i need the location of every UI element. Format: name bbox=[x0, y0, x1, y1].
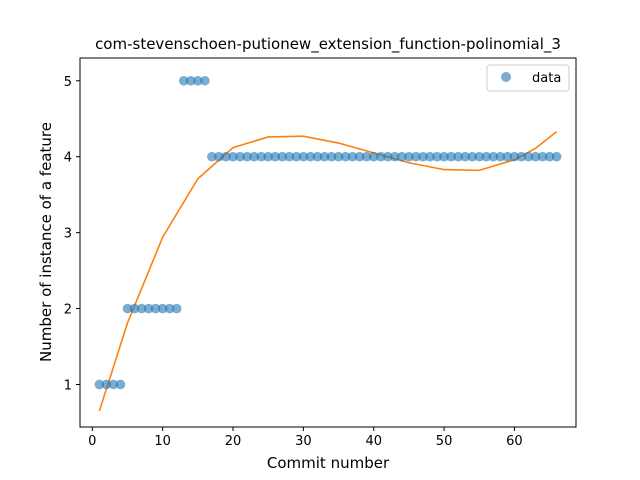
data-point bbox=[333, 151, 344, 162]
data-point bbox=[375, 151, 386, 162]
data-point bbox=[347, 151, 358, 162]
data-point bbox=[150, 303, 161, 314]
data-point bbox=[270, 151, 281, 162]
data-point bbox=[101, 379, 112, 390]
data-point bbox=[164, 303, 175, 314]
data-point bbox=[502, 151, 513, 162]
data-point bbox=[115, 379, 126, 390]
data-point bbox=[544, 151, 555, 162]
data-point bbox=[551, 151, 562, 162]
data-point bbox=[474, 151, 485, 162]
data-point bbox=[425, 151, 435, 162]
data-point bbox=[481, 151, 492, 162]
chart-title: com-stevenschoen-putionew_extension_func… bbox=[95, 35, 561, 54]
data-point bbox=[122, 303, 133, 314]
data-point bbox=[157, 303, 168, 314]
data-point bbox=[495, 151, 506, 162]
data-point bbox=[397, 151, 407, 162]
data-point bbox=[136, 303, 147, 314]
data-point bbox=[178, 75, 189, 86]
x-axis-label: Commit number bbox=[267, 454, 390, 472]
data-point bbox=[171, 303, 182, 314]
data-point bbox=[340, 151, 351, 162]
x-tick-label: 60 bbox=[506, 434, 523, 449]
y-tick-label: 2 bbox=[64, 303, 72, 318]
data-point bbox=[404, 151, 414, 162]
data-point bbox=[200, 75, 210, 86]
data-point bbox=[383, 151, 393, 162]
data-point bbox=[453, 151, 463, 162]
data-point bbox=[284, 151, 295, 162]
data-point bbox=[488, 151, 499, 162]
x-tick-label: 20 bbox=[225, 434, 242, 449]
data-point bbox=[460, 151, 470, 162]
data-point bbox=[108, 379, 119, 390]
legend-marker bbox=[501, 72, 511, 82]
data-point bbox=[368, 151, 379, 162]
y-tick-label: 4 bbox=[64, 151, 72, 166]
data-point bbox=[277, 151, 288, 162]
data-point bbox=[242, 151, 252, 162]
data-point bbox=[256, 151, 266, 162]
data-point bbox=[214, 151, 224, 162]
data-point bbox=[235, 151, 245, 162]
x-tick-label: 30 bbox=[295, 434, 312, 449]
data-point bbox=[467, 151, 478, 162]
data-point bbox=[94, 379, 105, 390]
data-point bbox=[354, 151, 365, 162]
data-point bbox=[439, 151, 449, 162]
data-point bbox=[291, 151, 302, 162]
y-tick-label: 1 bbox=[64, 378, 72, 393]
data-point bbox=[361, 151, 372, 162]
data-point bbox=[129, 303, 140, 314]
data-point bbox=[312, 151, 323, 162]
data-point bbox=[228, 151, 238, 162]
x-tick-label: 40 bbox=[365, 434, 382, 449]
data-point bbox=[249, 151, 259, 162]
data-point bbox=[418, 151, 428, 162]
data-point bbox=[326, 151, 337, 162]
data-point bbox=[263, 151, 274, 162]
data-point bbox=[537, 151, 548, 162]
data-point bbox=[221, 151, 231, 162]
data-point bbox=[390, 151, 400, 162]
y-axis-label: Number of instance of a feature bbox=[37, 122, 55, 362]
plot-frame bbox=[79, 57, 577, 428]
legend: data bbox=[486, 64, 570, 92]
data-point bbox=[411, 151, 421, 162]
legend-box bbox=[486, 64, 570, 92]
data-point bbox=[298, 151, 309, 162]
data-point bbox=[523, 151, 534, 162]
data-point bbox=[143, 303, 154, 314]
data-point bbox=[432, 151, 442, 162]
fit-line bbox=[98, 131, 558, 412]
data-point bbox=[193, 75, 203, 86]
data-point bbox=[319, 151, 330, 162]
data-point bbox=[509, 151, 520, 162]
data-point bbox=[516, 151, 527, 162]
data-point bbox=[530, 151, 541, 162]
x-tick-label: 50 bbox=[436, 434, 453, 449]
data-point bbox=[186, 75, 196, 86]
y-tick-label: 3 bbox=[64, 227, 72, 242]
legend-label: data bbox=[532, 71, 561, 86]
data-point bbox=[446, 151, 456, 162]
y-tick-label: 5 bbox=[64, 75, 72, 90]
x-tick-label: 10 bbox=[154, 434, 171, 449]
data-point bbox=[305, 151, 316, 162]
data-point bbox=[207, 151, 217, 162]
x-tick-label: 0 bbox=[88, 434, 96, 449]
